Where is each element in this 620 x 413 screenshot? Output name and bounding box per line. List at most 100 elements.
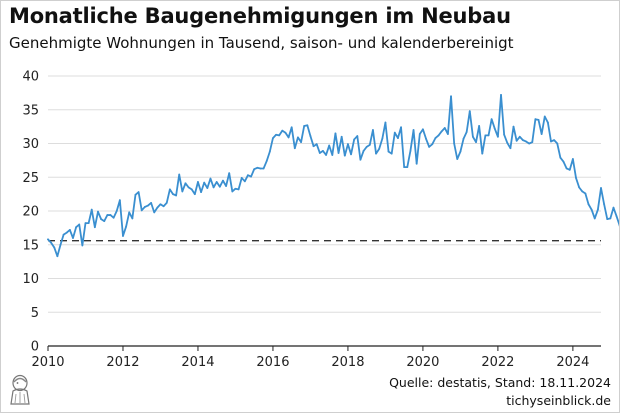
data-point bbox=[212, 186, 215, 189]
data-point bbox=[356, 135, 359, 137]
x-tick-label: 2024 bbox=[556, 355, 589, 370]
data-point bbox=[75, 226, 78, 229]
data-point bbox=[562, 160, 565, 163]
data-point bbox=[281, 129, 284, 132]
data-point bbox=[328, 144, 331, 147]
data-point bbox=[431, 143, 434, 146]
data-point bbox=[228, 172, 231, 175]
data-point bbox=[387, 150, 390, 153]
data-point bbox=[56, 255, 59, 258]
data-point bbox=[256, 166, 259, 169]
data-point bbox=[268, 150, 271, 153]
data-point bbox=[200, 191, 202, 194]
data-point bbox=[484, 134, 487, 137]
x-tick-label: 2014 bbox=[181, 355, 214, 370]
data-point bbox=[53, 246, 56, 249]
data-point bbox=[262, 167, 265, 170]
data-point bbox=[397, 137, 399, 140]
data-point bbox=[87, 222, 90, 225]
y-tick-label: 0 bbox=[31, 340, 39, 355]
data-point bbox=[521, 139, 524, 142]
data-point bbox=[134, 193, 137, 196]
brand-label: tichyseinblick.de bbox=[506, 393, 611, 408]
y-tick-label: 25 bbox=[22, 171, 39, 186]
data-point bbox=[468, 110, 471, 112]
data-point bbox=[543, 115, 546, 118]
data-point bbox=[181, 190, 184, 193]
data-point bbox=[143, 206, 146, 208]
chart-title: Monatliche Baugenehmigungen im Neubau bbox=[9, 4, 511, 28]
data-point bbox=[540, 133, 543, 135]
data-point bbox=[193, 193, 196, 196]
data-point bbox=[409, 150, 412, 152]
data-point bbox=[175, 194, 178, 197]
data-point bbox=[584, 192, 587, 195]
data-point bbox=[84, 222, 87, 225]
data-point bbox=[153, 211, 156, 214]
data-point bbox=[137, 191, 140, 194]
data-point bbox=[453, 142, 456, 145]
data-point bbox=[603, 203, 606, 206]
data-point bbox=[93, 226, 96, 229]
data-point bbox=[250, 175, 252, 178]
data-point bbox=[203, 181, 206, 184]
data-point bbox=[459, 150, 462, 153]
y-tick-label: 35 bbox=[22, 103, 39, 118]
data-point bbox=[359, 158, 362, 161]
data-point bbox=[293, 147, 296, 150]
data-point bbox=[253, 168, 256, 171]
data-point bbox=[243, 180, 246, 183]
data-point bbox=[312, 145, 315, 148]
data-point bbox=[565, 167, 568, 170]
data-point bbox=[350, 153, 352, 156]
data-point bbox=[515, 139, 518, 142]
data-point bbox=[150, 202, 153, 204]
data-point bbox=[587, 203, 590, 206]
data-point bbox=[615, 215, 618, 218]
data-point bbox=[209, 177, 212, 180]
data-point bbox=[571, 158, 574, 160]
data-point bbox=[334, 132, 337, 135]
data-point bbox=[343, 154, 346, 157]
data-point bbox=[578, 186, 581, 189]
data-point bbox=[300, 141, 302, 144]
data-point bbox=[125, 225, 128, 228]
data-point bbox=[559, 156, 562, 159]
data-point bbox=[259, 167, 262, 170]
data-point bbox=[378, 148, 381, 150]
data-point bbox=[90, 208, 93, 211]
data-point bbox=[190, 188, 193, 191]
data-point bbox=[612, 206, 615, 209]
y-tick-label: 40 bbox=[22, 70, 39, 85]
data-point bbox=[240, 177, 243, 179]
data-point bbox=[465, 131, 468, 133]
data-point bbox=[437, 134, 440, 137]
data-point bbox=[68, 229, 71, 231]
data-point bbox=[475, 141, 477, 144]
data-point bbox=[275, 133, 277, 136]
data-point bbox=[518, 135, 521, 138]
y-tick-label: 10 bbox=[22, 272, 39, 287]
data-point bbox=[225, 185, 227, 187]
data-point bbox=[62, 233, 65, 236]
data-point bbox=[237, 188, 240, 191]
data-point bbox=[340, 135, 343, 138]
data-point bbox=[112, 216, 115, 219]
data-point bbox=[222, 179, 224, 182]
data-point bbox=[609, 217, 612, 220]
data-point bbox=[546, 121, 549, 124]
data-point bbox=[206, 187, 209, 189]
data-point bbox=[306, 124, 309, 127]
data-point bbox=[390, 152, 393, 155]
data-point bbox=[97, 210, 99, 213]
data-point bbox=[503, 133, 506, 136]
data-point bbox=[412, 129, 415, 131]
x-tick-label: 2018 bbox=[331, 355, 364, 370]
data-point bbox=[81, 244, 84, 247]
data-point bbox=[218, 185, 221, 188]
data-point bbox=[184, 182, 187, 185]
data-point bbox=[487, 134, 490, 137]
publisher-logo-icon bbox=[10, 374, 30, 405]
data-point bbox=[400, 126, 402, 129]
